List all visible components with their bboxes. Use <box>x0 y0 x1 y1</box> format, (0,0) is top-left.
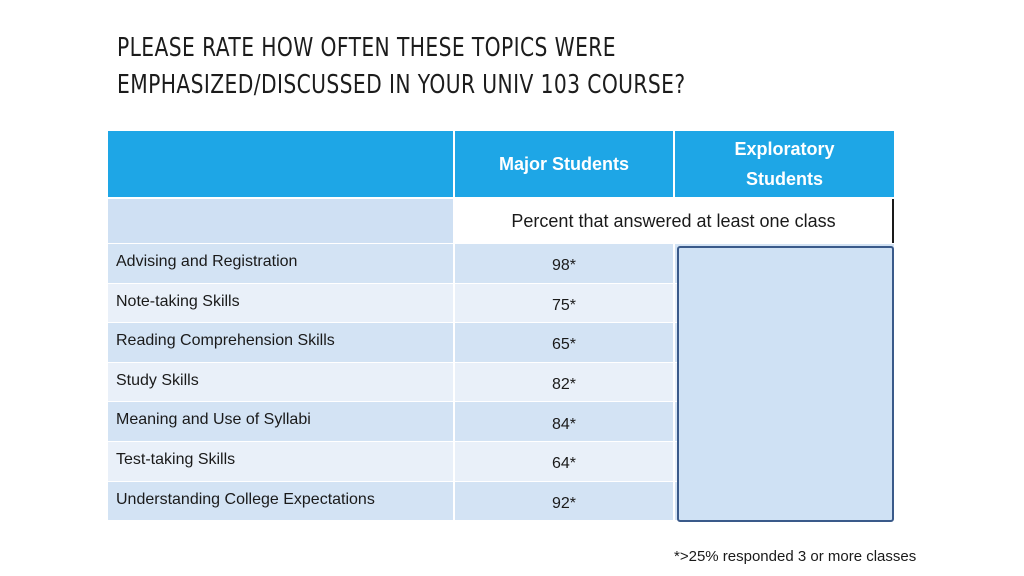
topic-cell: Understanding College Expectations <box>108 481 455 521</box>
subheader-blank <box>108 199 455 243</box>
subheader-percent-label: Percent that answered at least one class <box>455 199 894 243</box>
table-subheader-row: Percent that answered at least one class <box>108 199 894 243</box>
topic-cell: Note-taking Skills <box>108 283 455 323</box>
title-line-1: PLEASE RATE HOW OFTEN THESE TOPICS WERE <box>117 33 616 63</box>
major-value-cell: 82* <box>455 362 675 402</box>
major-value-cell: 84* <box>455 402 675 441</box>
header-major-students: Major Students <box>455 131 675 197</box>
topic-cell: Advising and Registration <box>108 244 455 283</box>
data-table: Major Students Exploratory Students Perc… <box>108 131 894 521</box>
major-value-cell: 92* <box>455 481 675 521</box>
header-topic <box>108 131 455 197</box>
table-header-row: Major Students Exploratory Students <box>108 131 894 199</box>
topic-cell: Study Skills <box>108 362 455 402</box>
major-value-cell: 65* <box>455 323 675 362</box>
title-line-2: EMPHASIZED/DISCUSSED IN YOUR UNIV 103 CO… <box>117 70 686 100</box>
header-exploratory-students: Exploratory Students <box>734 139 835 189</box>
slide-title: PLEASE RATE HOW OFTEN THESE TOPICS WERE … <box>117 30 741 104</box>
topic-cell: Meaning and Use of Syllabi <box>108 402 455 441</box>
topic-cell: Reading Comprehension Skills <box>108 323 455 362</box>
major-value-cell: 75* <box>455 283 675 323</box>
major-value-cell: 64* <box>455 441 675 481</box>
footnote: *>25% responded 3 or more classes <box>674 548 917 565</box>
topic-cell: Test-taking Skills <box>108 441 455 481</box>
exploratory-cover-box <box>677 246 894 522</box>
major-value-cell: 98* <box>455 244 675 283</box>
